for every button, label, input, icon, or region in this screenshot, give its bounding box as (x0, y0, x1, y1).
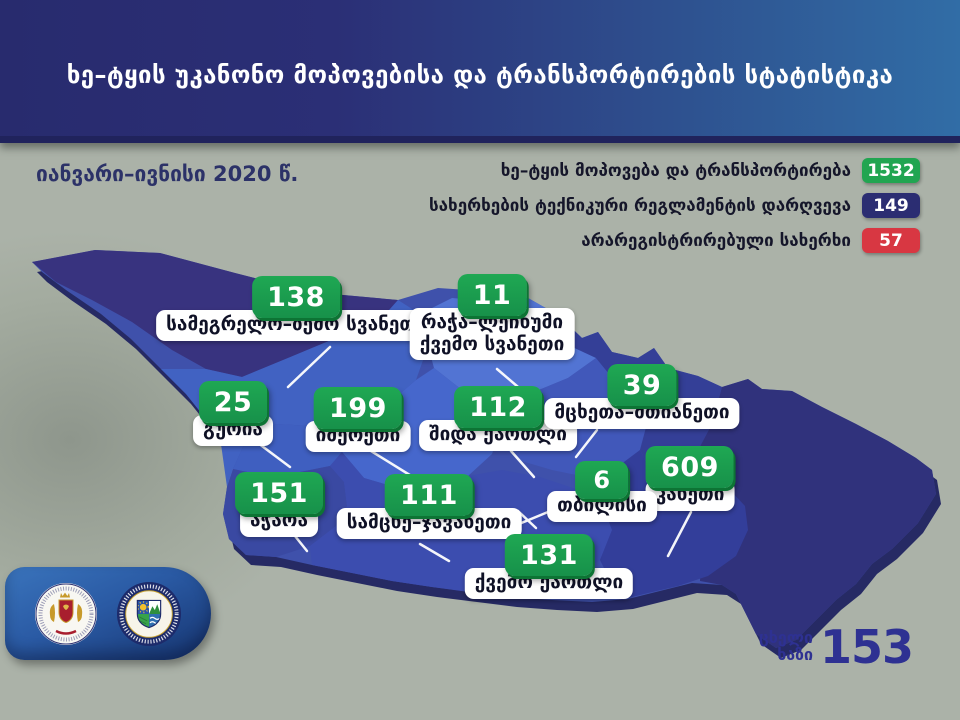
summary-legend: ხე–ტყის მოპოვება და ტრანსპორტირება 1532 … (429, 158, 920, 263)
legend-label: ხე–ტყის მოპოვება და ტრანსპორტირება (500, 160, 851, 181)
hotline-block: ცხელი ხაზი 153 (758, 620, 914, 674)
region-value-badge: 11 (457, 274, 527, 316)
legend-label: სახერხების ტექნიკური რეგლამენტის დარღვევ… (428, 195, 851, 216)
callout-samtskhe: 111 სამცხე–ჯავახეთი (336, 474, 522, 539)
callout-imereti: 199 იმერეთი (305, 387, 411, 452)
legend-row-harvest: ხე–ტყის მოპოვება და ტრანსპორტირება 1532 (429, 158, 920, 183)
legend-value-badge: 1532 (862, 158, 920, 183)
hotline-number: 153 (819, 620, 914, 674)
hotline-label: ცხელი ხაზი (758, 628, 813, 664)
region-value-badge: 151 (235, 472, 323, 514)
environmental-supervision-seal-icon (116, 581, 182, 646)
footer-logo-pill (5, 567, 211, 660)
callout-kvemo-kartli: 131 ქვემო ქართლი (464, 534, 634, 599)
report-period: იანვარი–ივნისი 2020 წ. (36, 162, 299, 186)
callout-tbilisi: 6 თბილისი (547, 461, 657, 522)
callout-samegrelo: 138 სამეგრელო–ზემო სვანეთი (156, 276, 436, 341)
region-value-badge: 112 (454, 386, 542, 428)
region-value-badge: 111 (385, 474, 473, 516)
region-value-badge: 199 (314, 387, 402, 429)
legend-row-unregistered-sawmill: არარეგისტრირებული სახერხი 57 (429, 228, 920, 253)
legend-value-badge: 57 (862, 228, 920, 253)
callout-guria: 25 გურია (193, 381, 273, 446)
region-value-badge: 25 (198, 381, 268, 423)
legend-label: არარეგისტრირებული სახერხი (581, 230, 851, 251)
legend-row-sawmill-violation: სახერხების ტექნიკური რეგლამენტის დარღვევ… (429, 193, 920, 218)
georgia-coat-of-arms-icon (35, 582, 97, 645)
region-value-badge: 6 (575, 461, 629, 499)
region-value-badge: 138 (252, 276, 340, 318)
callout-shida-kartli: 112 შიდა ქართლი (419, 386, 577, 451)
callout-adjara: 151 აჭარა (235, 472, 323, 537)
callout-kakheti: 609 კახეთი (645, 446, 735, 511)
region-value-badge: 39 (607, 364, 677, 406)
callout-racha: 11 რაჭა–ლეჩხუმი ქვემო სვანეთი (409, 274, 575, 361)
region-value-badge: 609 (646, 446, 734, 488)
page-title: ხე–ტყის უკანონო მოპოვებისა და ტრანსპორტი… (66, 60, 894, 89)
header-banner: ხე–ტყის უკანონო მოპოვებისა და ტრანსპორტი… (0, 0, 960, 143)
region-value-badge: 131 (505, 534, 593, 576)
legend-value-badge: 149 (862, 193, 920, 218)
callout-mtskheta: 39 მცხეთა–მთიანეთი (544, 364, 740, 429)
